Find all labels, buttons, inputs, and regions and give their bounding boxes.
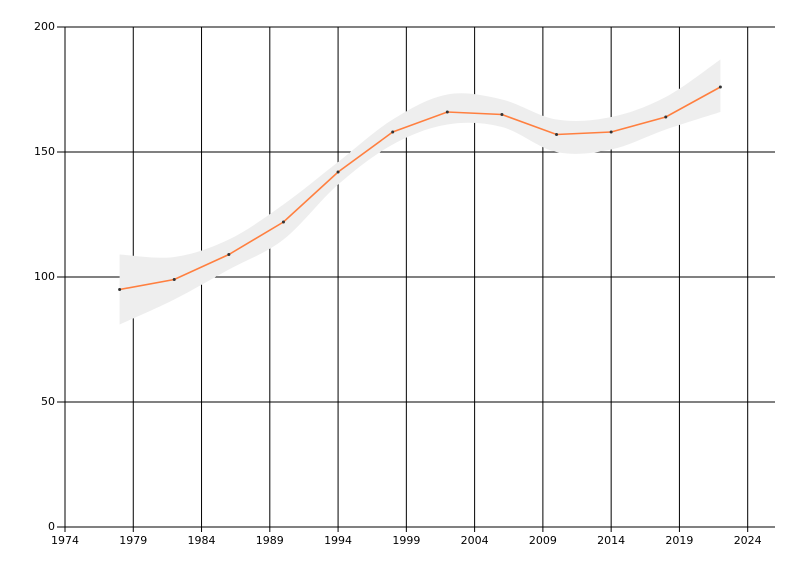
x-tick-label: 2014 xyxy=(597,534,625,547)
x-tick-label: 2009 xyxy=(529,534,557,547)
confidence-band xyxy=(119,59,721,325)
point xyxy=(118,288,122,291)
line xyxy=(119,86,721,291)
x-tick-label: 2004 xyxy=(461,534,489,547)
x-tick-label: 1994 xyxy=(324,534,352,547)
point xyxy=(500,113,504,116)
y-tick-label: 150 xyxy=(34,145,55,158)
point xyxy=(172,278,176,281)
x-tick-label: 1984 xyxy=(188,534,216,547)
x-tick-label: 1979 xyxy=(119,534,147,547)
point xyxy=(336,170,340,174)
point xyxy=(664,115,668,119)
x-tick-label: 2024 xyxy=(734,534,762,547)
x-tick-label: 1989 xyxy=(256,534,284,547)
y-tick-label: 200 xyxy=(34,20,55,33)
y-tick-label: 50 xyxy=(41,395,55,408)
point xyxy=(555,133,559,136)
x-tick-label: 2019 xyxy=(665,534,693,547)
point xyxy=(227,253,231,256)
x-tick-label: 1974 xyxy=(51,534,79,547)
point xyxy=(609,130,613,134)
point xyxy=(281,220,285,224)
x-tick-label: 1999 xyxy=(392,534,420,547)
point xyxy=(718,85,722,89)
point xyxy=(391,130,395,134)
y-tick-label: 100 xyxy=(34,270,55,283)
point xyxy=(445,110,449,114)
y-tick-label: 0 xyxy=(48,520,55,533)
